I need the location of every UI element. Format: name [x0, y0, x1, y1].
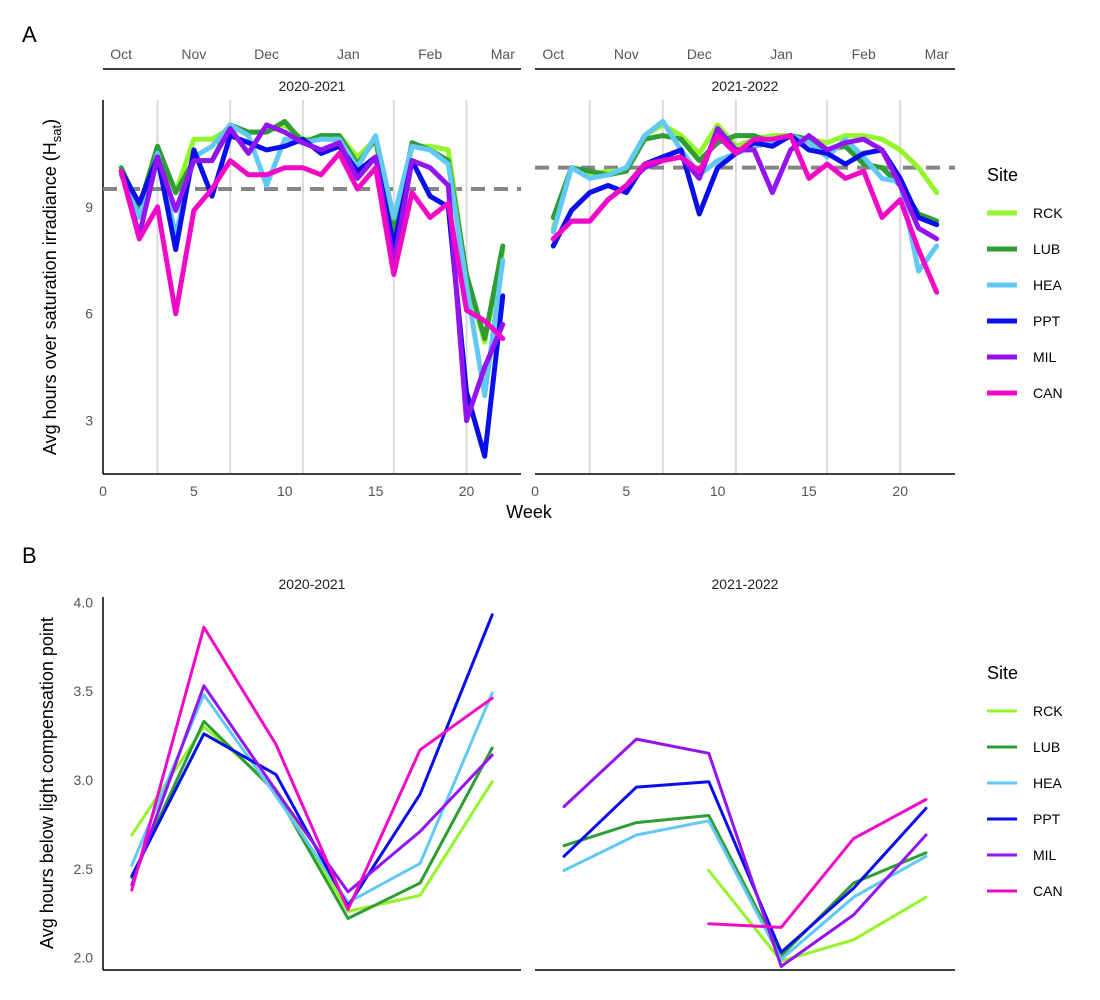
panel-b-legend-label-hea: HEA: [1033, 775, 1062, 791]
series-line-can: [707, 798, 928, 929]
x-tick-label: 15: [801, 483, 817, 499]
y-tick-label: 3.0: [74, 772, 94, 788]
series-line-hea: [130, 691, 494, 904]
series-line-lub: [130, 719, 494, 920]
month-label: Dec: [254, 46, 279, 62]
x-tick-label: 5: [190, 483, 198, 499]
x-axis-title: Week: [506, 502, 553, 522]
series-line-hea: [562, 819, 928, 961]
y-tick-label: 2.0: [74, 950, 94, 966]
facet-label: 2020-2021: [279, 576, 346, 592]
y-tick-label: 9: [85, 199, 93, 215]
y-axis-title-tail: ): [40, 119, 60, 125]
month-label: Oct: [542, 46, 564, 62]
panel-b-legend-label-lub: LUB: [1033, 739, 1060, 755]
facet-label: 2021-2022: [712, 78, 779, 94]
y-axis-title-sub: sat: [49, 125, 64, 143]
facet-label: 2021-2022: [712, 576, 779, 592]
series-line-mil: [562, 737, 928, 968]
x-tick-label: 15: [368, 483, 384, 499]
x-tick-label: 5: [622, 483, 630, 499]
month-label: Nov: [181, 46, 206, 62]
month-label: Nov: [614, 46, 639, 62]
month-label: Mar: [925, 46, 949, 62]
series-line-rck: [707, 869, 928, 963]
month-label: Jan: [770, 46, 793, 62]
y-axis-title: Avg hours over saturation irradiance (Hs…: [40, 119, 64, 455]
y-tick-label: 3.5: [74, 683, 94, 699]
x-tick-label: 0: [99, 483, 107, 499]
panel-a-legend-label-lub: LUB: [1033, 241, 1060, 257]
panel-a-legend-title: Site: [987, 165, 1018, 185]
series-line-lub: [562, 814, 928, 958]
panel-a-legend-label-rck: RCK: [1033, 205, 1063, 221]
month-label: Oct: [110, 46, 132, 62]
y-tick-label: 3: [85, 413, 93, 429]
x-tick-label: 0: [531, 483, 539, 499]
panel-b-legend-label-ppt: PPT: [1033, 811, 1061, 827]
month-label: Jan: [337, 46, 360, 62]
x-tick-label: 10: [710, 483, 726, 499]
panel-a-legend-label-can: CAN: [1033, 385, 1063, 401]
panel-b-legend-label-mil: MIL: [1033, 847, 1057, 863]
month-label: Feb: [418, 46, 442, 62]
series-line-mil: [118, 122, 506, 424]
panel-b-legend-label-can: CAN: [1033, 883, 1063, 899]
panel-a-legend-label-hea: HEA: [1033, 277, 1062, 293]
series-line-can: [118, 150, 506, 342]
y-tick-label: 4.0: [74, 594, 94, 610]
month-label: Mar: [491, 46, 515, 62]
panel-b-tag: B: [22, 543, 37, 568]
y-axis-title-main: Avg hours over saturation irradiance (H: [40, 142, 60, 455]
panel-a-tag: A: [22, 22, 37, 47]
x-tick-label: 20: [459, 483, 475, 499]
month-label: Dec: [687, 46, 712, 62]
panel-b-legend-label-rck: RCK: [1033, 703, 1063, 719]
y-axis-title: Avg hours below light compensation point: [37, 617, 57, 949]
facet-label: 2020-2021: [279, 78, 346, 94]
month-label: Feb: [852, 46, 876, 62]
x-tick-label: 10: [277, 483, 293, 499]
series-line-ppt: [562, 780, 928, 954]
y-tick-label: 6: [85, 306, 93, 322]
y-tick-label: 2.5: [74, 861, 94, 877]
series-line-mil: [130, 684, 494, 894]
panel-b-legend-title: Site: [987, 663, 1018, 683]
panel-a-legend-label-mil: MIL: [1033, 349, 1057, 365]
series-line-can: [550, 133, 940, 295]
panel-a-legend-label-ppt: PPT: [1033, 313, 1061, 329]
series-line-can: [130, 625, 494, 912]
series-line-hea: [118, 122, 506, 399]
x-tick-label: 20: [892, 483, 908, 499]
